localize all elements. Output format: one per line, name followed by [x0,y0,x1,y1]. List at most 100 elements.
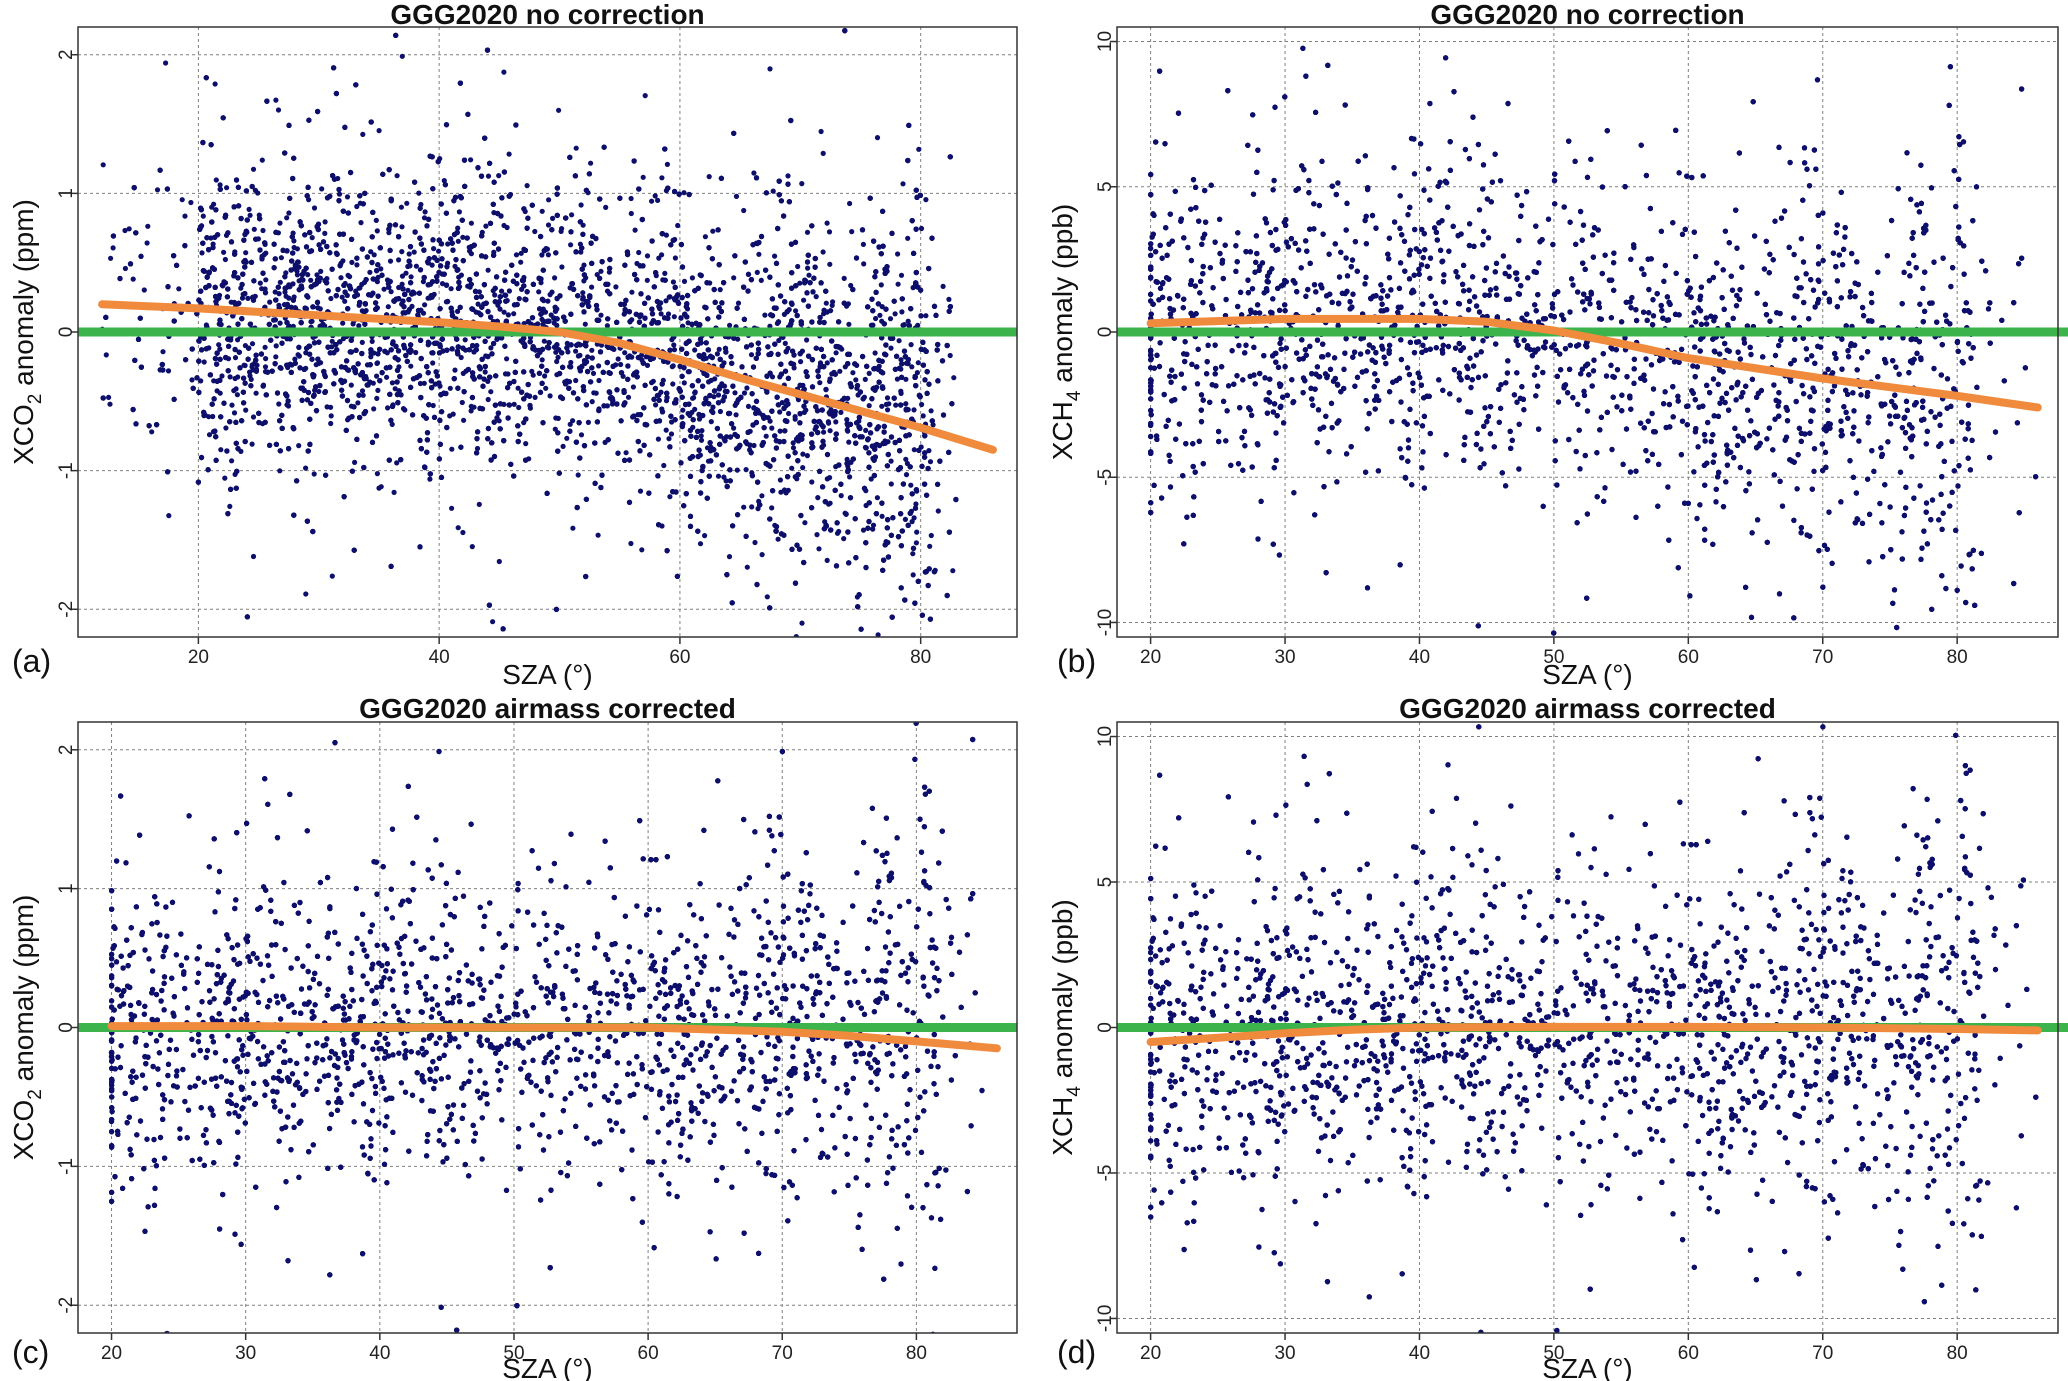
data-point [628,210,634,217]
data-point [596,377,602,384]
data-point [540,306,546,312]
data-point [221,249,227,255]
data-point [888,345,894,351]
data-point [363,308,369,314]
data-point [827,475,833,481]
data-point [844,427,850,433]
data-point [620,734,625,739]
data-point [874,495,881,501]
data-point [879,304,885,310]
data-point [200,213,206,219]
data-point [291,238,297,244]
data-point [234,392,240,398]
data-point [210,0,215,1]
data-point [399,281,405,287]
data-point [469,544,475,550]
data-point [130,276,136,282]
data-point [448,286,454,292]
data-point [823,300,829,306]
data-point [884,395,891,401]
data-point [920,807,925,812]
data-point [575,353,582,359]
data-point [915,360,921,366]
data-point [555,354,561,360]
data-point [277,468,283,474]
data-point [715,473,722,479]
data-point [284,215,290,221]
data-point [863,427,869,433]
data-point [394,173,400,179]
data-point [387,258,394,264]
data-point [545,298,551,304]
data-point [206,414,212,420]
data-point [273,354,279,360]
data-point [360,131,366,137]
data-point [873,315,879,322]
data-point [714,351,721,357]
data-point [375,387,381,393]
data-point [396,284,402,291]
data-point [649,198,655,204]
data-point [946,296,952,302]
data-point [681,380,687,386]
data-point [786,410,792,417]
data-point [804,229,811,235]
data-point [547,292,553,298]
data-point [928,408,934,414]
data-point [316,388,322,395]
data-point [394,460,400,466]
data-point [385,405,391,411]
data-point [277,279,283,285]
data-point [505,312,511,318]
data-point [249,341,256,347]
data-point [417,380,423,387]
data-point [413,263,419,269]
data-point [430,360,436,366]
data-point [903,376,909,382]
data-point [556,107,562,113]
data-point [154,187,161,193]
data-point [903,472,910,478]
data-point [731,425,737,431]
data-point [789,465,795,471]
data-point [476,501,482,507]
data-point [772,730,777,735]
data-point [309,235,315,241]
data-point [328,413,334,419]
data-point [431,246,437,252]
data-point [396,257,402,263]
data-point [583,651,588,656]
data-point [573,377,579,384]
data-point [406,251,412,257]
data-point [421,215,428,221]
data-point [658,389,664,395]
data-point [222,256,228,263]
data-point [741,390,748,396]
data-point [870,526,876,532]
data-point [250,553,257,560]
data-point [910,285,916,291]
data-point [913,501,919,507]
data-point [378,484,384,490]
data-point [903,456,909,462]
data-point [349,259,355,265]
data-point [878,661,883,666]
data-point [751,442,757,449]
data-point [630,384,637,390]
data-point [884,742,889,747]
data-point [777,477,784,483]
data-point [504,356,510,362]
data-point [589,347,595,353]
data-point [710,228,716,234]
data-point [636,249,642,256]
data-point [909,519,915,525]
data-point [585,354,591,360]
data-point [893,402,899,408]
data-point [188,199,194,206]
data-point [803,653,808,658]
data-point [356,658,361,663]
data-point [305,272,311,278]
data-point [817,380,823,386]
data-point [490,619,496,625]
data-point [328,420,334,427]
